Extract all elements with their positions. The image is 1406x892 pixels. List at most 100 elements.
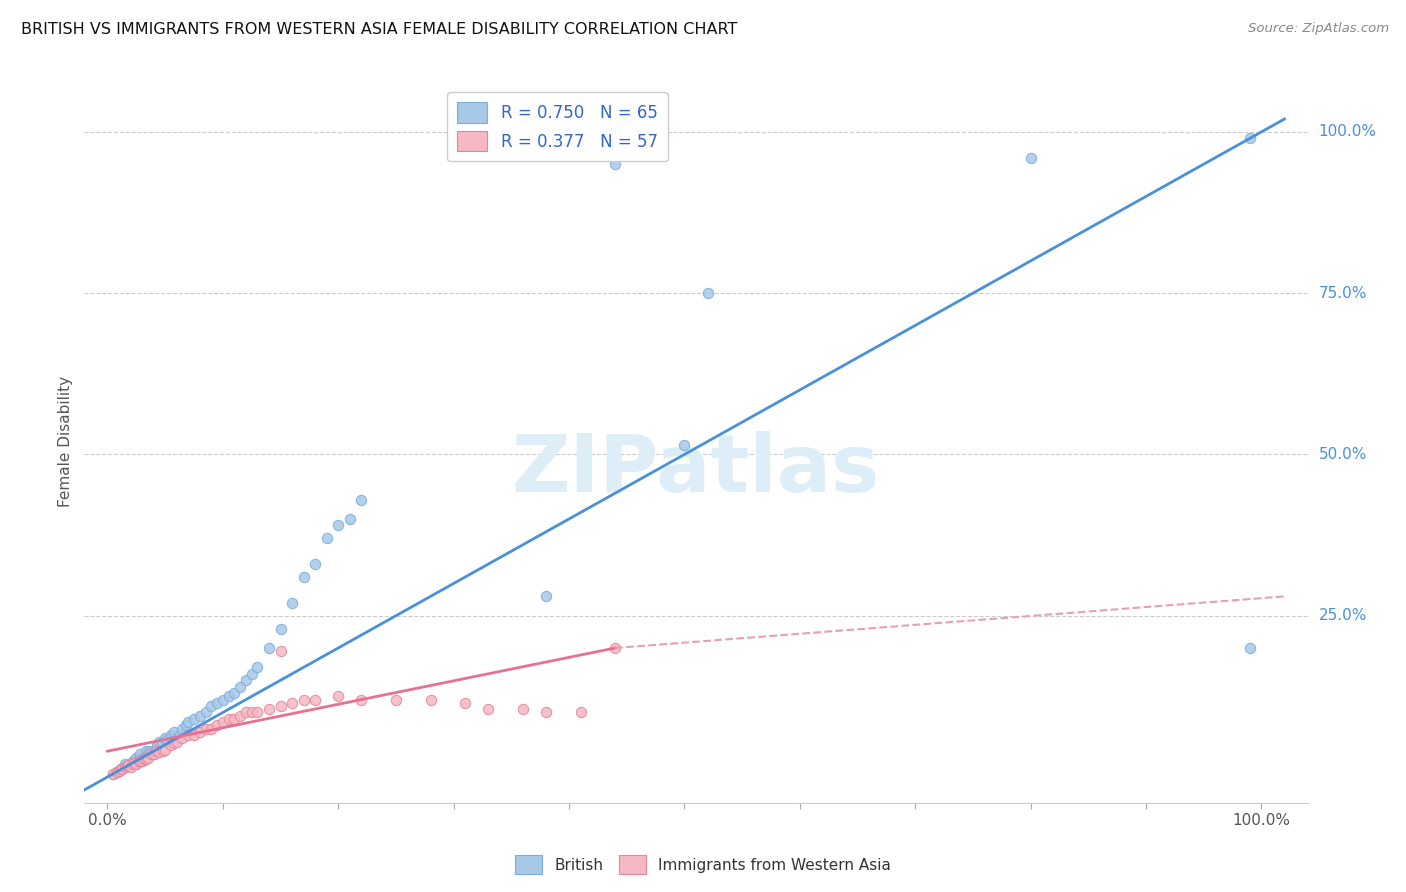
Point [120,757,142,772]
Point [605,640,627,655]
Point [156,732,179,747]
Point [111,762,134,776]
Point [150,736,173,750]
Point [477,702,499,716]
Point [134,750,156,764]
Point [257,702,280,716]
Point [194,706,217,720]
Point [229,708,252,723]
Point [152,744,174,758]
Point [141,746,163,760]
Point [270,644,292,658]
Point [125,750,148,764]
Legend: R = 0.750   N = 65, R = 0.377   N = 57: R = 0.750 N = 65, R = 0.377 N = 57 [447,92,668,161]
Text: ZIPatlas: ZIPatlas [512,432,880,509]
Point [131,754,153,768]
Point [385,692,408,706]
Point [115,759,138,773]
Point [224,686,246,700]
Point [138,744,160,758]
Point [419,692,441,706]
Point [114,757,136,772]
Text: 25.0%: 25.0% [1319,608,1367,624]
Text: 50.0%: 50.0% [1319,447,1367,462]
Point [163,724,186,739]
Point [166,734,188,748]
Text: Source: ZipAtlas.com: Source: ZipAtlas.com [1249,22,1389,36]
Point [131,752,153,766]
Point [246,660,269,674]
Point [1019,151,1042,165]
Point [153,731,176,746]
Point [240,666,263,681]
Point [111,762,134,776]
Point [128,747,150,762]
Point [125,757,148,772]
Point [194,722,217,736]
Point [569,706,592,720]
Point [148,734,170,748]
Point [304,692,326,706]
Point [188,724,211,739]
Point [114,760,136,774]
Point [205,718,228,732]
Point [134,752,156,766]
Point [328,518,350,533]
Point [218,690,240,704]
Point [166,731,188,746]
Point [128,754,150,768]
Point [115,759,138,773]
Point [200,699,222,714]
Point [153,743,176,757]
Point [304,557,326,571]
Point [103,766,125,780]
Point [270,622,292,636]
Point [235,706,257,720]
Point [315,531,337,545]
Point [200,722,222,736]
Point [1239,131,1261,145]
Point [141,747,163,762]
Point [673,438,696,452]
Point [110,762,132,776]
Point [534,590,557,604]
Point [136,747,159,762]
Point [117,758,139,772]
Point [328,690,350,704]
Point [105,764,128,779]
Point [339,512,361,526]
Point [108,764,131,778]
Point [125,757,148,772]
Point [240,706,263,720]
Point [121,754,143,768]
Point [169,728,191,742]
Point [146,738,169,752]
Point [128,753,150,767]
Point [224,712,246,726]
Point [270,699,292,714]
Point [135,744,157,758]
Point [172,722,194,736]
Text: 75.0%: 75.0% [1319,285,1367,301]
Point [131,754,153,768]
Point [229,680,252,694]
Point [163,736,186,750]
Point [172,731,194,746]
Point [177,715,200,730]
Point [114,760,136,774]
Legend: British, Immigrants from Western Asia: British, Immigrants from Western Asia [509,849,897,880]
Point [142,747,165,762]
Point [121,757,143,772]
Point [188,708,211,723]
Point [211,715,233,730]
Point [183,728,205,742]
Point [257,640,280,655]
Point [110,762,132,776]
Point [183,712,205,726]
Point [205,696,228,710]
Point [128,754,150,768]
Point [120,760,142,774]
Point [281,596,304,610]
Point [218,712,240,726]
Point [142,747,165,762]
